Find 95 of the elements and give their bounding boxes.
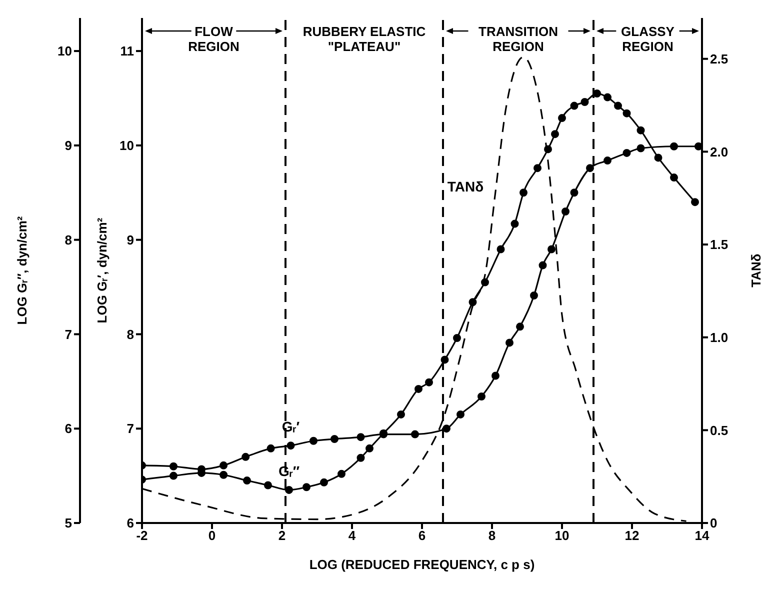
y2-tick-label: 8 [64, 232, 72, 248]
point [586, 164, 594, 172]
y3-tick-label: 1.5 [710, 237, 728, 252]
point [220, 470, 228, 479]
point [558, 114, 566, 122]
point [496, 245, 505, 254]
point [654, 154, 662, 162]
point [338, 470, 346, 478]
x-tick-label: 8 [488, 528, 496, 544]
point [492, 372, 500, 380]
point [636, 126, 645, 134]
point [570, 188, 578, 197]
point [548, 245, 556, 254]
point [478, 392, 486, 401]
y2-tick-label: 5 [64, 516, 72, 531]
y-tick-label: 9 [126, 232, 134, 248]
point [243, 476, 251, 485]
y2-tick-label: 10 [58, 44, 72, 59]
x-tick-label: 6 [418, 528, 426, 544]
annotation: GLASSY REGION [621, 24, 675, 54]
point [506, 338, 514, 347]
point [456, 410, 464, 418]
y3-tick-label: 2.5 [710, 51, 728, 66]
point [310, 436, 318, 445]
point [691, 198, 699, 206]
point [242, 452, 250, 461]
y-axis-title: LOG Gᵣ′, dyn/cm² [94, 217, 110, 324]
annotation: RUBBERY ELASTIC "PLATEAU" [302, 24, 426, 54]
x-axis-title: LOG (REDUCED FREQUENCY, c p s) [309, 557, 535, 572]
y-tick-label: 10 [120, 138, 134, 154]
point [580, 98, 589, 106]
point [320, 478, 328, 486]
point [534, 164, 542, 172]
point [622, 148, 631, 157]
x-tick-label: -2 [136, 528, 148, 544]
point [570, 102, 578, 110]
y3-tick-label: 2.0 [710, 144, 728, 160]
annotation: FLOW REGION [188, 24, 240, 54]
point [544, 145, 552, 154]
point [530, 292, 538, 300]
annotation: TRANSITION REGION [478, 24, 558, 54]
y-tick-label: 8 [126, 326, 134, 342]
x-tick-label: 2 [278, 528, 286, 544]
y3-axis-title: TANδ [748, 254, 764, 288]
point [356, 433, 365, 442]
point [551, 130, 559, 138]
point [670, 174, 678, 182]
point [510, 220, 519, 228]
point [397, 410, 405, 418]
point [622, 109, 631, 118]
y2-tick-label: 6 [64, 421, 72, 436]
point [366, 444, 374, 452]
point [453, 334, 461, 342]
point [562, 208, 570, 216]
y-tick-label: 7 [126, 421, 134, 436]
point [264, 481, 272, 490]
point [170, 462, 178, 470]
point [285, 486, 293, 494]
point [425, 378, 433, 386]
point [468, 298, 477, 306]
point [414, 384, 422, 393]
x-tick-label: 4 [348, 528, 356, 544]
point [286, 442, 295, 450]
series-label: TANδ [447, 178, 484, 195]
point [636, 144, 645, 152]
point [481, 278, 489, 286]
point [604, 93, 612, 102]
point [614, 102, 622, 110]
x-tick-label: 12 [624, 528, 640, 544]
y3-tick-label: 0 [710, 516, 718, 531]
point [440, 356, 449, 364]
point [604, 156, 612, 165]
x-tick-label: 10 [554, 528, 570, 544]
y2-axis-title: LOG Gᵣ″, dyn/cm² [14, 216, 30, 325]
y3-tick-label: 1.0 [710, 330, 728, 345]
point [520, 188, 528, 197]
y-tick-label: 6 [126, 516, 134, 531]
point [516, 322, 524, 331]
y2-tick-label: 9 [64, 138, 72, 154]
y-tick-label: 11 [120, 44, 134, 59]
point [330, 434, 338, 443]
point [442, 424, 450, 433]
point [302, 483, 310, 492]
y3-tick-label: 0.5 [710, 422, 728, 438]
point [220, 461, 228, 470]
x-tick-label: 14 [694, 528, 710, 544]
point [356, 454, 365, 462]
point [266, 444, 275, 452]
point [411, 430, 419, 438]
point [694, 142, 702, 150]
point [670, 142, 678, 150]
point [538, 261, 547, 270]
point [170, 472, 178, 480]
y2-tick-label: 7 [64, 326, 72, 342]
x-tick-label: 0 [208, 528, 216, 544]
